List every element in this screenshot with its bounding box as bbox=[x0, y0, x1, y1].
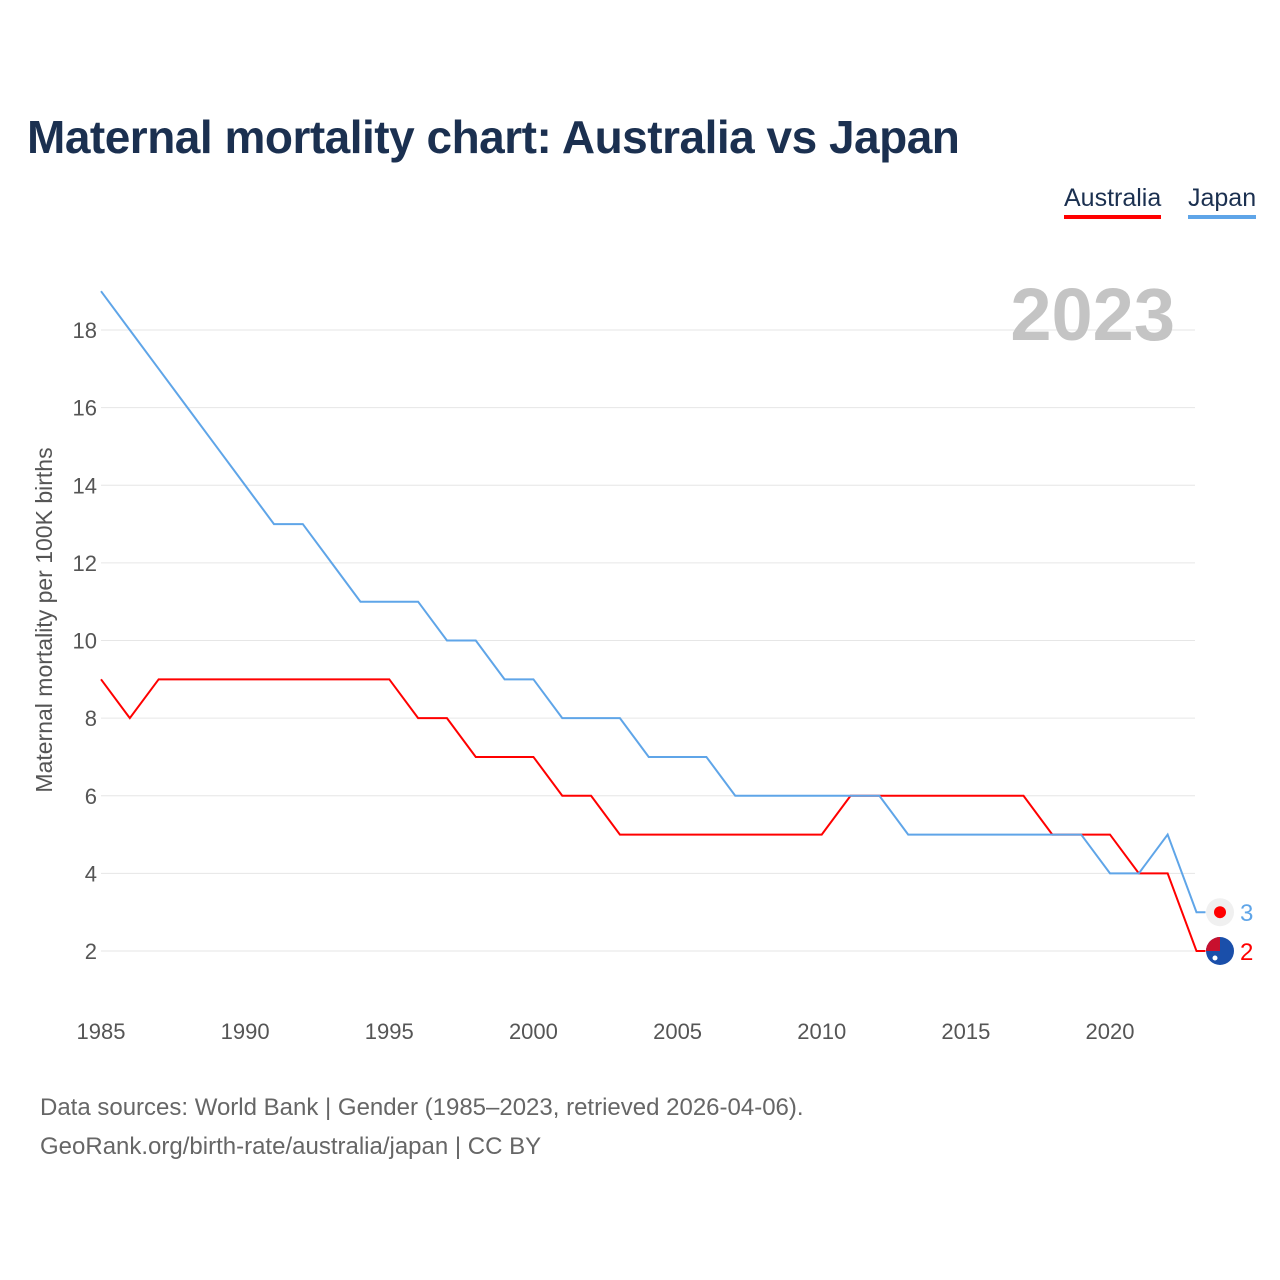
y-tick-label: 12 bbox=[73, 551, 97, 576]
footer-link[interactable]: GeoRank.org/birth-rate/australia/japan |… bbox=[40, 1133, 542, 1160]
footer-sources: Data sources: World Bank | Gender (1985–… bbox=[40, 1094, 804, 1121]
end-value-label-australia: 2 bbox=[1240, 939, 1253, 966]
legend-australia[interactable]: Australia bbox=[1064, 184, 1162, 219]
x-tick-label: 2015 bbox=[941, 1019, 990, 1044]
y-tick-label: 8 bbox=[85, 706, 97, 731]
y-tick-label: 18 bbox=[73, 318, 97, 343]
japan-flag-disc bbox=[1214, 906, 1226, 919]
y-tick-label: 10 bbox=[73, 629, 97, 654]
footer: Data sources: World Bank | Gender (1985–… bbox=[40, 1088, 804, 1166]
australia-flag-union bbox=[1206, 937, 1220, 951]
x-tick-label: 1985 bbox=[77, 1019, 126, 1044]
x-tick-label: 2005 bbox=[653, 1019, 702, 1044]
australia-flag-star bbox=[1212, 955, 1218, 961]
y-tick-label: 6 bbox=[85, 784, 97, 809]
x-tick-label: 1995 bbox=[365, 1019, 414, 1044]
x-tick-label: 2000 bbox=[509, 1019, 558, 1044]
x-tick-label: 2010 bbox=[797, 1019, 846, 1044]
year-label: 2023 bbox=[1010, 273, 1175, 356]
x-tick-label: 2020 bbox=[1086, 1019, 1135, 1044]
y-axis-label: Maternal mortality per 100K births bbox=[31, 447, 57, 792]
x-tick-label: 1990 bbox=[221, 1019, 270, 1044]
series-line-japan bbox=[100, 290, 1206, 914]
legend-japan[interactable]: Japan bbox=[1188, 184, 1257, 219]
y-tick-label: 2 bbox=[85, 939, 97, 964]
end-value-label-japan: 3 bbox=[1240, 900, 1253, 927]
chart-title: Maternal mortality chart: Australia vs J… bbox=[27, 111, 960, 163]
series-line-australia bbox=[100, 678, 1206, 952]
y-tick-label: 16 bbox=[73, 396, 97, 421]
y-tick-label: 14 bbox=[73, 473, 97, 498]
y-tick-label: 4 bbox=[85, 861, 97, 886]
